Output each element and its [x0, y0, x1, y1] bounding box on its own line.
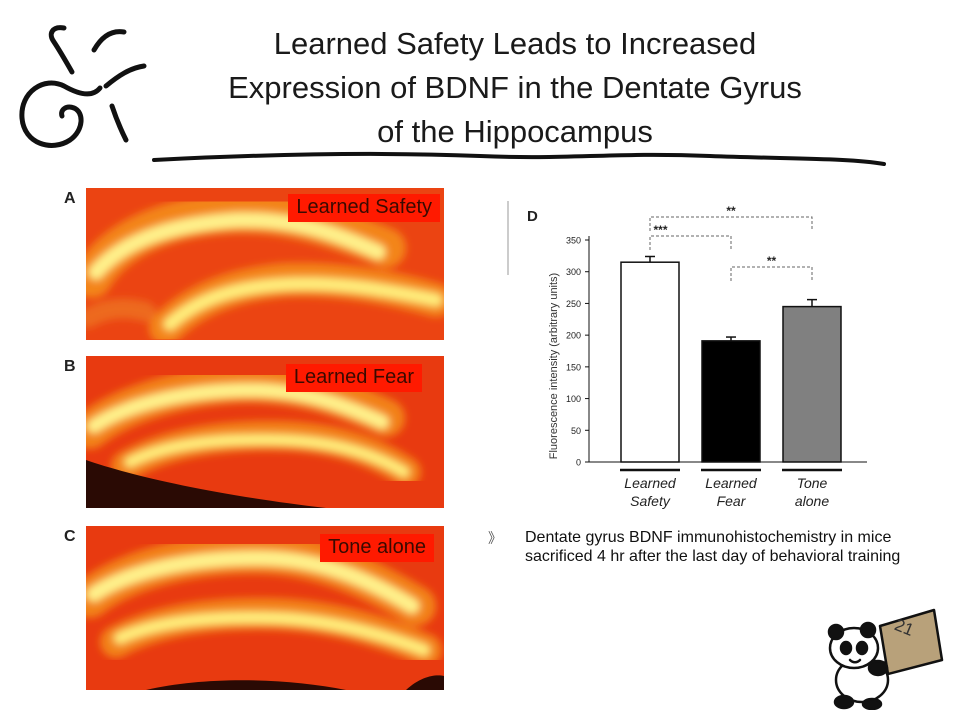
logo-stroke — [109, 103, 129, 143]
micrograph-learned-fear: Learned Fear — [86, 356, 444, 508]
micrograph-tone-alone: Tone alone — [86, 526, 444, 690]
panel-letter-a: A — [64, 190, 76, 207]
bar — [782, 305, 842, 463]
micrograph-image — [86, 526, 444, 690]
y-tick-label: 50 — [571, 426, 581, 436]
chevron-right-icon: 》 — [488, 530, 502, 546]
significance-bracket — [730, 266, 813, 281]
logo-stroke — [48, 25, 75, 75]
panel-label: Learned Safety — [288, 194, 440, 222]
logo-stroke — [91, 29, 127, 53]
bar — [701, 340, 761, 463]
bar-chart: D Fluorescence intensity (arbitrary unit… — [507, 201, 867, 509]
logo-stroke — [19, 80, 103, 148]
y-tick-label: 300 — [566, 267, 581, 277]
title-line: Learned Safety Leads to Increased — [273, 26, 757, 61]
significance-bracket — [649, 216, 813, 231]
panel-letter-b: B — [64, 358, 76, 375]
category-label: Learned — [624, 475, 677, 491]
title-line: Expression of BDNF in the Dentate Gyrus — [228, 70, 802, 105]
category-label: Learned — [705, 475, 758, 491]
bars — [620, 255, 842, 463]
logo-stroke — [103, 63, 147, 89]
bar — [620, 261, 680, 463]
category-label: Safety — [630, 493, 671, 509]
category-label: Fear — [717, 493, 747, 509]
panel-label: Learned Fear — [285, 364, 422, 392]
y-tick-label: 100 — [566, 394, 581, 404]
category-label: alone — [795, 493, 829, 509]
significance-label: *** — [653, 223, 667, 237]
y-tick-label: 250 — [566, 299, 581, 309]
significance-brackets: ******* — [649, 204, 813, 281]
slide-title: Learned Safety Leads to Increased Expres… — [150, 22, 880, 154]
y-tick-label: 150 — [566, 362, 581, 372]
title-line: of the Hippocampus — [377, 114, 653, 149]
micrograph-learned-safety: Learned Safety — [86, 188, 444, 340]
significance-label: ** — [767, 254, 777, 268]
significance-label: ** — [726, 204, 736, 218]
panel-letter-c: C — [64, 528, 76, 545]
chart-panel-letter: D — [527, 208, 538, 225]
category-labels: Learned Safety Learned Fear Tone alone — [620, 468, 842, 509]
hand-drawn-logo — [19, 25, 147, 148]
y-tick-label: 0 — [576, 458, 581, 468]
significance-bracket — [649, 235, 732, 250]
panda-mascot-icon — [827, 608, 944, 710]
y-axis-label: Fluorescence intensity (arbitrary units) — [548, 273, 560, 459]
panel-label: Tone alone — [320, 534, 434, 562]
title-underline — [152, 151, 886, 166]
category-label: Tone — [797, 475, 828, 491]
y-tick-label: 200 — [566, 331, 581, 341]
y-tick-label: 350 — [566, 236, 581, 246]
bullet-text: Dentate gyrus BDNF immunohistochemistry … — [525, 529, 901, 565]
